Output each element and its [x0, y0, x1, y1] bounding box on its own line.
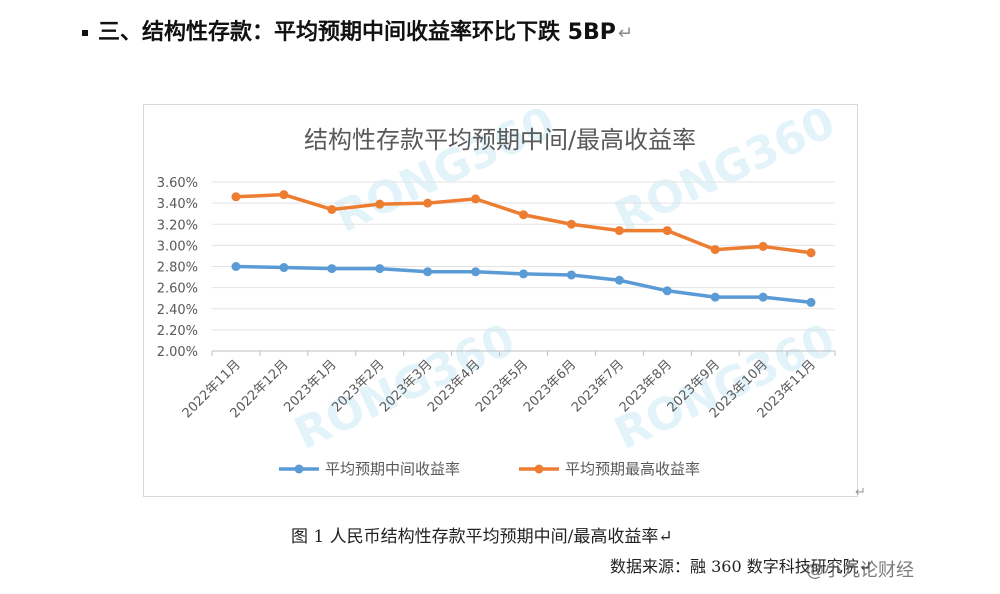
data-point [614, 275, 624, 285]
legend-marker [294, 464, 304, 474]
chart-title: 结构性存款平均预期中间/最高收益率 [304, 126, 696, 154]
y-tick-label: 2.40% [157, 303, 198, 318]
legend-label: 平均预期最高收益率 [565, 460, 700, 478]
data-point [327, 264, 337, 274]
data-point [519, 210, 528, 220]
y-tick-label: 2.80% [157, 261, 198, 276]
data-point [758, 241, 768, 251]
data-point [471, 267, 481, 277]
data-point [231, 192, 241, 202]
y-tick-label: 2.60% [157, 282, 198, 297]
data-point [231, 262, 241, 271]
chart-container[interactable]: RONG360 RONG360 RONG360 RONG360 结构性存款平均预期中间/… [143, 104, 858, 497]
data-point [519, 269, 528, 279]
y-tick-label: 3.20% [157, 218, 198, 233]
data-point [758, 292, 768, 302]
figure-caption: 图 1 人民币结构性存款平均预期中间/最高收益率↵ [291, 527, 673, 547]
data-point [423, 198, 433, 208]
data-point [279, 263, 289, 273]
data-point [423, 267, 433, 277]
data-point [710, 292, 720, 302]
data-point [806, 297, 816, 307]
y-tick-label: 3.40% [157, 197, 198, 212]
data-point [566, 219, 576, 229]
section-heading-text: 三、结构性存款：平均预期中间收益率环比下跌 5BP [98, 20, 616, 45]
data-point [614, 226, 624, 236]
data-point [710, 245, 720, 255]
data-point [375, 264, 385, 274]
y-tick-label: 2.00% [157, 345, 198, 360]
y-tick-label: 3.60% [157, 176, 198, 191]
section-heading: 三、结构性存款：平均预期中间收益率环比下跌 5BP ↵ [82, 14, 633, 46]
legend-label: 平均预期中间收益率 [325, 460, 460, 478]
data-point [566, 270, 576, 280]
paragraph-mark: ↵ [855, 485, 866, 500]
data-point [662, 226, 672, 236]
return-mark: ↵ [617, 23, 633, 44]
line-chart: RONG360RONG360RONG360RONG360结构性存款平均预期中间/… [157, 105, 843, 478]
data-point [662, 286, 672, 296]
weibo-watermark: @小九论财经 [806, 560, 914, 581]
data-point [471, 194, 481, 204]
data-point [279, 190, 289, 200]
legend-marker [534, 464, 544, 474]
data-source: 数据来源：融 360 数字科技研究院↵ [610, 557, 873, 576]
data-point [806, 248, 816, 258]
bullet-icon [82, 30, 88, 36]
y-tick-label: 3.00% [157, 239, 198, 254]
y-tick-label: 2.20% [157, 324, 198, 339]
data-point [375, 199, 385, 209]
data-point [327, 204, 337, 214]
